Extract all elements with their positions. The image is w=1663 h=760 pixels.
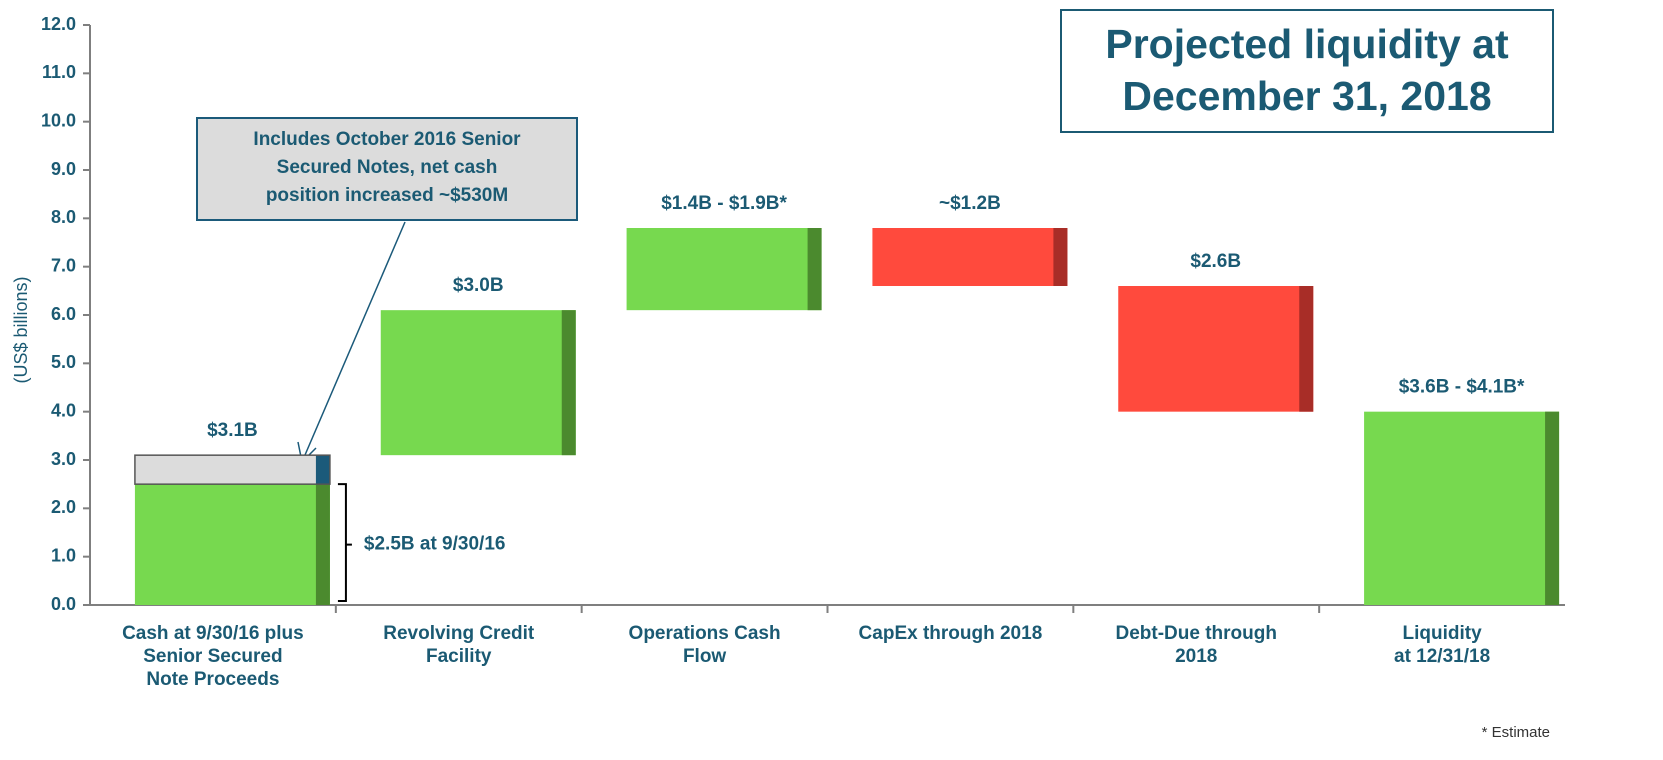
y-tick-label: 11.0: [42, 62, 76, 82]
y-tick-label: 4.0: [51, 400, 76, 420]
added-outline: [134, 454, 331, 485]
callout-box: [196, 117, 578, 221]
bar-edge: [1299, 286, 1314, 412]
y-tick-label: 10.0: [41, 110, 76, 130]
callout-arrow: [301, 221, 406, 463]
value-label: $2.6B: [1190, 251, 1241, 272]
bar-edge: [807, 228, 822, 311]
x-tick-label: Cash at 9/30/16 plus Senior Secured Note…: [122, 623, 304, 690]
y-tick-label: 9.0: [51, 159, 76, 179]
y-tick-label: 5.0: [51, 352, 76, 372]
value-label: $3.1B: [207, 420, 258, 441]
bracket: [337, 483, 352, 602]
value-label: ~$1.2B: [939, 193, 1001, 214]
chart-title: Projected liquidity at December 31, 2018: [1105, 21, 1509, 119]
x-tick-label: Revolving Credit Facility: [383, 623, 535, 667]
y-tick-label: 0.0: [51, 594, 76, 614]
added-bar-edge: [315, 455, 330, 485]
y-tick-label: 6.0: [51, 304, 76, 324]
bar: [1118, 286, 1314, 412]
bar: [380, 310, 576, 456]
bar: [134, 484, 330, 605]
title-box: [1060, 9, 1554, 133]
y-axis-label: (US$ billions): [11, 276, 31, 383]
x-tick-label: CapEx through 2018: [858, 623, 1043, 644]
y-tick-label: 8.0: [51, 207, 76, 227]
bar-edge: [561, 310, 576, 456]
x-tick-label: Liquidity at 12/31/18: [1394, 623, 1491, 667]
y-tick-label: 7.0: [51, 255, 76, 275]
y-tick-label: 12.0: [41, 14, 76, 34]
added-bar: [134, 455, 330, 485]
x-tick-label: Debt-Due through 2018: [1115, 623, 1277, 667]
bar: [1364, 411, 1560, 605]
bar-edge: [315, 484, 330, 605]
bar-edge: [1053, 228, 1068, 286]
y-tick-label: 2.0: [51, 497, 76, 517]
bar: [626, 228, 822, 311]
value-label: $3.0B: [453, 275, 504, 296]
footnote: * Estimate: [1481, 724, 1550, 741]
bar: [872, 228, 1068, 286]
y-tick-label: 1.0: [51, 545, 76, 565]
x-tick-label: Operations Cash Flow: [628, 623, 781, 667]
value-label: $3.6B - $4.1B*: [1399, 377, 1525, 398]
value-label: $1.4B - $1.9B*: [661, 193, 787, 214]
callout-text: Includes October 2016 Senior Secured Not…: [253, 129, 521, 206]
y-tick-label: 3.0: [51, 449, 76, 469]
bracket-label: $2.5B at 9/30/16: [364, 534, 506, 555]
bar-edge: [1545, 411, 1560, 605]
